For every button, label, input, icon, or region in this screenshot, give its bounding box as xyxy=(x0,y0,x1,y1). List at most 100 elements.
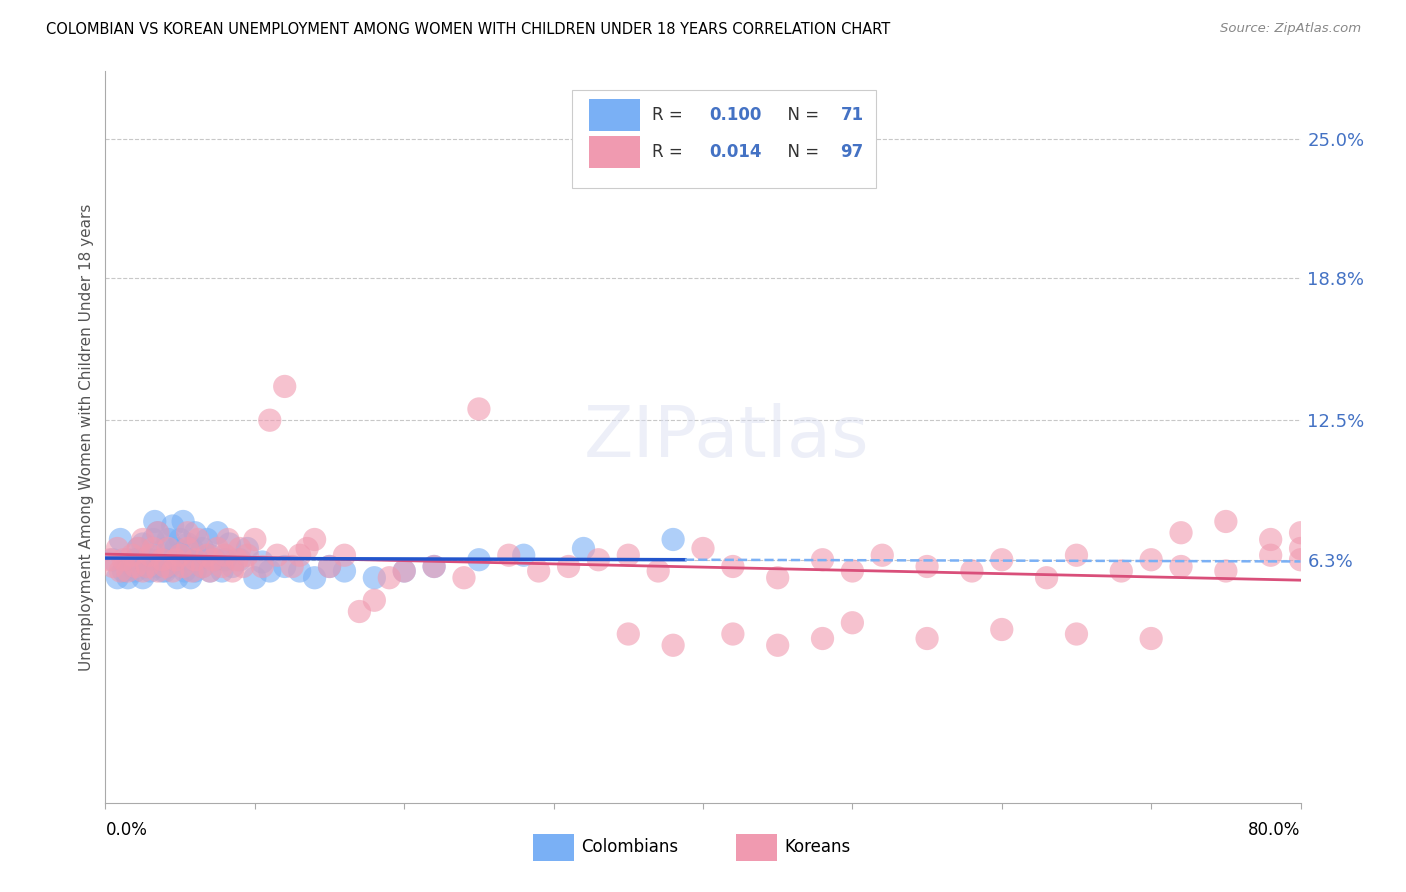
Point xyxy=(207,525,229,540)
Point xyxy=(107,571,129,585)
Point xyxy=(288,564,311,578)
Point xyxy=(225,553,249,567)
Point xyxy=(423,559,446,574)
Point xyxy=(124,559,146,574)
Point xyxy=(1170,525,1192,540)
Point xyxy=(721,559,744,574)
Text: R =: R = xyxy=(651,143,688,161)
Point xyxy=(513,548,536,562)
Point xyxy=(146,559,169,574)
Point xyxy=(423,559,446,574)
Point xyxy=(142,533,165,547)
Point xyxy=(394,564,416,578)
Point xyxy=(217,533,239,547)
Point xyxy=(1289,541,1312,556)
Point xyxy=(162,553,184,567)
Point xyxy=(191,559,214,574)
Point xyxy=(318,559,340,574)
Point xyxy=(162,564,184,578)
Point xyxy=(218,537,240,551)
Point xyxy=(110,533,132,547)
Point xyxy=(157,533,180,547)
FancyBboxPatch shape xyxy=(571,90,876,188)
Text: 71: 71 xyxy=(841,106,863,124)
Point xyxy=(155,559,177,574)
Point xyxy=(112,553,135,567)
Point xyxy=(136,553,159,567)
Point xyxy=(155,564,177,578)
Point xyxy=(181,564,204,578)
Point xyxy=(617,548,640,562)
Point xyxy=(221,559,243,574)
Point xyxy=(333,564,356,578)
Point xyxy=(132,533,155,547)
Point xyxy=(191,541,214,556)
Point xyxy=(252,559,274,574)
Point xyxy=(721,627,744,641)
Point xyxy=(841,564,863,578)
Point xyxy=(811,553,834,567)
Point xyxy=(150,553,173,567)
Point xyxy=(1140,553,1163,567)
Point xyxy=(169,548,191,562)
Point xyxy=(349,605,371,619)
Point xyxy=(281,559,304,574)
Point xyxy=(181,541,204,556)
Y-axis label: Unemployment Among Women with Children Under 18 years: Unemployment Among Women with Children U… xyxy=(79,203,94,671)
Text: Koreans: Koreans xyxy=(785,838,851,856)
Point xyxy=(101,559,124,574)
Point xyxy=(1111,564,1133,578)
Text: Colombians: Colombians xyxy=(581,838,678,856)
Point xyxy=(176,525,198,540)
Point xyxy=(692,541,714,556)
Point xyxy=(1140,632,1163,646)
Point xyxy=(117,571,139,585)
Text: ZIPatlas: ZIPatlas xyxy=(583,402,870,472)
Point xyxy=(117,553,139,567)
Point xyxy=(617,627,640,641)
Point xyxy=(136,559,159,574)
Point xyxy=(155,553,177,567)
Point xyxy=(132,553,155,567)
Point xyxy=(243,571,266,585)
Point xyxy=(811,632,834,646)
Point xyxy=(124,553,146,567)
Point xyxy=(872,548,894,562)
Point xyxy=(266,548,288,562)
Point xyxy=(143,515,166,529)
Point xyxy=(1215,515,1237,529)
Point xyxy=(165,553,187,567)
Point xyxy=(990,553,1012,567)
Point xyxy=(176,541,198,556)
Point xyxy=(157,541,180,556)
Point xyxy=(214,548,236,562)
Point xyxy=(1170,559,1192,574)
Point xyxy=(557,559,579,574)
Point xyxy=(146,525,169,540)
Point xyxy=(207,541,229,556)
Point xyxy=(588,553,610,567)
Point xyxy=(766,638,789,652)
Point xyxy=(98,553,121,567)
Point xyxy=(333,548,356,562)
Point xyxy=(990,623,1012,637)
Point xyxy=(304,533,326,547)
Point xyxy=(647,564,669,578)
Point xyxy=(211,564,233,578)
Point xyxy=(304,571,326,585)
Point xyxy=(162,519,184,533)
Point xyxy=(1289,525,1312,540)
Point xyxy=(176,553,198,567)
Point xyxy=(166,571,188,585)
Point xyxy=(960,564,983,578)
Point xyxy=(191,559,214,574)
Point xyxy=(187,553,209,567)
Point xyxy=(915,632,938,646)
Point xyxy=(915,559,938,574)
Text: COLOMBIAN VS KOREAN UNEMPLOYMENT AMONG WOMEN WITH CHILDREN UNDER 18 YEARS CORREL: COLOMBIAN VS KOREAN UNEMPLOYMENT AMONG W… xyxy=(46,22,890,37)
Point xyxy=(121,548,143,562)
Point xyxy=(124,564,146,578)
Text: N =: N = xyxy=(778,106,824,124)
Point xyxy=(1066,548,1088,562)
Text: N =: N = xyxy=(778,143,824,161)
